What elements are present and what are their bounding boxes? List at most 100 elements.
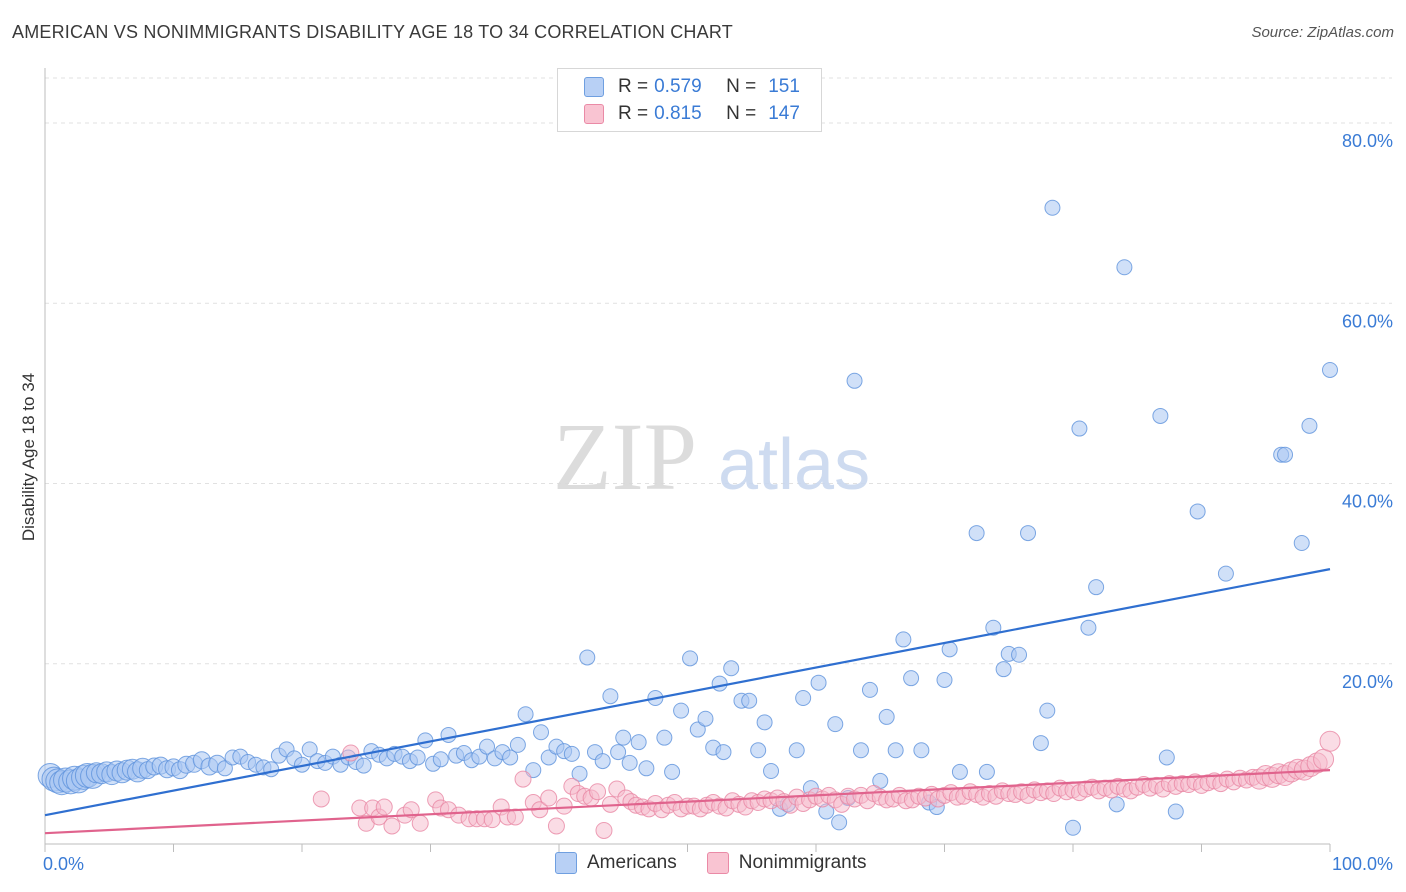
americans-point xyxy=(936,671,953,688)
legend-label-nonimmigrants: Nonimmigrants xyxy=(738,852,867,873)
tick-labels: 20.0% 40.0% 60.0% 80.0% 0.0% 100.0% xyxy=(43,131,1393,874)
americans-point xyxy=(432,751,449,768)
y-tick-label-1: 40.0% xyxy=(1342,492,1393,512)
americans-point xyxy=(689,721,706,738)
watermark-zip: ZIP xyxy=(553,403,697,510)
nonimmigrants-point xyxy=(312,790,330,808)
americans-point xyxy=(602,688,619,705)
americans-points xyxy=(37,199,1338,836)
nonimmigrants-point xyxy=(375,798,393,816)
legend-label-americans: Americans xyxy=(587,852,677,873)
americans-point xyxy=(913,742,930,759)
americans-point xyxy=(711,675,728,692)
americans-point xyxy=(1116,259,1133,276)
r-value: 0.815 xyxy=(654,103,702,124)
americans-point xyxy=(756,714,773,731)
americans-point xyxy=(1011,646,1028,663)
y-axis-label: Disability Age 18 to 34 xyxy=(19,373,38,541)
americans-point xyxy=(621,754,638,771)
americans-point xyxy=(697,710,714,727)
americans-point xyxy=(1044,199,1061,216)
americans-point xyxy=(715,744,732,761)
americans-point xyxy=(301,741,318,758)
americans-point xyxy=(594,753,611,770)
americans-point xyxy=(615,729,632,746)
americans-point xyxy=(630,734,647,751)
americans-point xyxy=(533,724,550,741)
n-label: N = xyxy=(726,103,757,124)
americans-point xyxy=(579,649,596,666)
americans-point xyxy=(903,670,920,687)
americans-point xyxy=(795,690,812,707)
legend-row-nonimmigrants: R = 0.815 N = 147 xyxy=(584,102,800,126)
americans-point xyxy=(1080,619,1097,636)
nonimmigrants-point xyxy=(555,797,573,815)
nonimmigrants-point xyxy=(506,808,524,826)
americans-point xyxy=(995,661,1012,678)
americans-point xyxy=(750,742,767,759)
r-label: R = xyxy=(618,103,649,124)
americans-point xyxy=(216,760,233,777)
nonimmigrants-point xyxy=(540,789,558,807)
x-tick-label-0: 0.0% xyxy=(43,854,84,874)
americans-point xyxy=(1108,796,1125,813)
americans-point xyxy=(638,760,655,777)
americans-point xyxy=(1071,420,1088,437)
americans-point xyxy=(941,641,958,658)
nonimmigrants-point xyxy=(589,783,607,801)
correlation-legend: R = 0.579 N = 151 R = 0.815 N = 147 xyxy=(557,68,822,132)
nonimmigrants-point xyxy=(547,817,565,835)
americans-point xyxy=(673,702,690,719)
americans-point xyxy=(1039,702,1056,719)
nonimmigrants-point xyxy=(411,814,429,832)
americans-point xyxy=(355,757,372,774)
americans-point xyxy=(571,765,588,782)
r-value: 0.579 xyxy=(654,76,702,97)
americans-point xyxy=(664,763,681,780)
nonimmigrants-point xyxy=(514,770,532,788)
americans-point xyxy=(1217,565,1234,582)
series-legend: Americans Nonimmigrants xyxy=(555,852,897,874)
americans-point xyxy=(1032,735,1049,752)
americans-point xyxy=(1293,535,1310,552)
americans-point xyxy=(978,763,995,780)
americans-point xyxy=(895,631,912,648)
legend-item-americans[interactable]: Americans xyxy=(555,852,677,874)
grid-lines xyxy=(45,77,1392,665)
americans-point xyxy=(810,674,827,691)
nonimmigrants-point xyxy=(1319,730,1341,752)
source-label: Source: ZipAtlas.com xyxy=(1251,24,1394,41)
watermark: ZIP atlas xyxy=(553,403,870,510)
americans-point xyxy=(440,726,457,743)
americans-point xyxy=(1088,579,1105,596)
nonimmigrants-trend-line xyxy=(44,769,1331,835)
n-value: 151 xyxy=(768,76,800,97)
americans-point xyxy=(852,742,869,759)
americans-point xyxy=(951,763,968,780)
americans-point xyxy=(517,706,534,723)
legend-item-nonimmigrants[interactable]: Nonimmigrants xyxy=(706,852,867,874)
americans-point xyxy=(1167,803,1184,820)
americans-point xyxy=(985,619,1002,636)
americans-point xyxy=(1065,819,1081,836)
y-tick-label-0: 20.0% xyxy=(1342,672,1393,692)
americans-point xyxy=(409,749,426,766)
americans-point xyxy=(1158,749,1175,766)
americans-point xyxy=(968,525,985,542)
y-tick-label-2: 60.0% xyxy=(1342,311,1393,331)
nonimmigrants-point xyxy=(402,801,420,819)
americans-point xyxy=(1277,446,1294,463)
n-value: 147 xyxy=(768,103,800,124)
americans-point xyxy=(1020,525,1037,542)
nonimmigrants-swatch xyxy=(584,104,604,124)
r-label: R = xyxy=(618,76,649,97)
americans-point xyxy=(887,742,904,759)
chart-title: AMERICAN VS NONIMMIGRANTS DISABILITY AGE… xyxy=(12,22,733,42)
n-label: N = xyxy=(726,76,757,97)
nonimmigrants-legend-swatch xyxy=(706,852,729,874)
nonimmigrants-point xyxy=(1313,748,1335,770)
nonimmigrants-point xyxy=(383,817,401,835)
americans-point xyxy=(563,745,580,762)
americans-point xyxy=(1322,361,1338,378)
x-tick-label-1: 100.0% xyxy=(1332,854,1393,874)
